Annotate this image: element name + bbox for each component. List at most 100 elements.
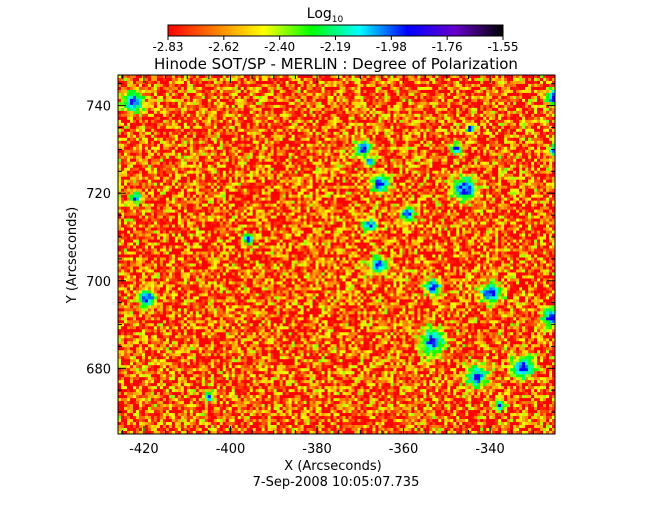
heatmap-cell bbox=[345, 75, 350, 79]
heatmap-cell bbox=[129, 146, 134, 151]
heatmap-cell bbox=[444, 107, 448, 112]
heatmap-cell bbox=[237, 83, 242, 88]
heatmap-cell bbox=[120, 101, 125, 106]
heatmap-cell bbox=[258, 116, 263, 121]
heatmap-cell bbox=[333, 137, 338, 142]
heatmap-cell bbox=[141, 86, 146, 91]
heatmap-cell bbox=[303, 134, 308, 139]
heatmap-cell bbox=[552, 95, 555, 100]
heatmap-cell bbox=[216, 77, 221, 82]
heatmap-cell bbox=[276, 128, 281, 133]
heatmap-cell bbox=[345, 125, 350, 130]
heatmap-cell bbox=[261, 143, 266, 148]
heatmap-cell bbox=[408, 146, 412, 151]
heatmap-cell bbox=[321, 98, 326, 103]
heatmap-cell bbox=[243, 116, 248, 121]
heatmap-cell bbox=[135, 89, 140, 94]
heatmap-cell bbox=[240, 89, 245, 94]
heatmap-cell bbox=[306, 89, 311, 94]
heatmap-cell bbox=[123, 86, 128, 91]
heatmap-cell bbox=[474, 95, 478, 100]
heatmap-cell bbox=[204, 86, 209, 91]
heatmap-cell bbox=[474, 137, 478, 142]
heatmap-cell bbox=[252, 122, 257, 127]
heatmap-cell bbox=[444, 122, 448, 127]
heatmap-cell bbox=[417, 89, 421, 94]
heatmap-cell bbox=[303, 143, 308, 148]
heatmap-cell bbox=[504, 143, 508, 148]
heatmap-cell bbox=[354, 134, 359, 139]
heatmap-cell bbox=[228, 107, 233, 112]
heatmap-cell bbox=[447, 107, 451, 112]
colorbar-tick-label: -1.76 bbox=[432, 40, 463, 54]
heatmap-cell bbox=[513, 75, 517, 79]
heatmap-cell bbox=[219, 95, 224, 100]
heatmap-cell bbox=[522, 152, 526, 157]
heatmap-cell bbox=[297, 101, 302, 106]
heatmap-cell bbox=[297, 116, 302, 121]
heatmap-cell bbox=[282, 122, 287, 127]
heatmap-cell bbox=[450, 146, 454, 151]
heatmap-cell bbox=[225, 140, 230, 145]
heatmap-cell bbox=[288, 104, 293, 109]
heatmap-cell bbox=[516, 86, 520, 91]
heatmap-cell bbox=[405, 107, 409, 112]
heatmap-cell bbox=[456, 77, 460, 82]
heatmap-cell bbox=[480, 104, 484, 109]
heatmap-cell bbox=[462, 113, 466, 118]
heatmap-cell bbox=[150, 107, 155, 112]
heatmap-cell bbox=[411, 104, 415, 109]
heatmap-cell bbox=[159, 77, 164, 82]
heatmap-cell bbox=[393, 107, 397, 112]
heatmap-cell bbox=[462, 146, 466, 151]
heatmap-cell bbox=[309, 104, 314, 109]
heatmap-cell bbox=[429, 104, 433, 109]
heatmap-cell bbox=[126, 134, 131, 139]
heatmap-cell bbox=[165, 152, 170, 157]
heatmap-cell bbox=[552, 146, 555, 151]
heatmap-cell bbox=[315, 134, 320, 139]
heatmap-cell bbox=[366, 104, 371, 109]
heatmap-cell bbox=[351, 146, 356, 151]
heatmap-cell bbox=[480, 137, 484, 142]
heatmap-cell bbox=[327, 86, 332, 91]
heatmap-cell bbox=[384, 92, 388, 97]
heatmap-cell bbox=[273, 80, 278, 85]
heatmap-cell bbox=[288, 140, 293, 145]
heatmap-cell bbox=[195, 134, 200, 139]
heatmap-cell bbox=[165, 131, 170, 136]
heatmap-cell bbox=[321, 140, 326, 145]
heatmap-cell bbox=[474, 107, 478, 112]
heatmap-cell bbox=[129, 98, 134, 103]
heatmap-cell bbox=[501, 77, 505, 82]
heatmap-cell bbox=[288, 98, 293, 103]
heatmap-cell bbox=[261, 152, 266, 157]
heatmap-cell bbox=[540, 92, 544, 97]
heatmap-cell bbox=[402, 98, 406, 103]
heatmap-cell bbox=[180, 134, 185, 139]
heatmap-cell bbox=[282, 149, 287, 154]
heatmap-cell bbox=[279, 80, 284, 85]
heatmap-cell bbox=[240, 113, 245, 118]
heatmap-cell bbox=[525, 122, 529, 127]
heatmap-cell bbox=[483, 113, 487, 118]
heatmap-cell bbox=[453, 95, 457, 100]
heatmap-cell bbox=[495, 77, 499, 82]
heatmap-cell bbox=[327, 152, 332, 157]
heatmap-cell bbox=[369, 110, 374, 115]
heatmap-cell bbox=[333, 77, 338, 82]
heatmap-cell bbox=[360, 128, 365, 133]
heatmap-cell bbox=[276, 83, 281, 88]
heatmap-cell bbox=[213, 95, 218, 100]
heatmap-cell bbox=[438, 149, 442, 154]
heatmap-cell bbox=[192, 89, 197, 94]
heatmap-cell bbox=[477, 101, 481, 106]
heatmap-cell bbox=[231, 75, 236, 79]
heatmap-cell bbox=[534, 83, 538, 88]
heatmap-cell bbox=[435, 140, 439, 145]
heatmap-cell bbox=[345, 110, 350, 115]
heatmap-cell bbox=[243, 137, 248, 142]
heatmap-cell bbox=[453, 77, 457, 82]
heatmap-cell bbox=[372, 140, 377, 145]
heatmap-cell bbox=[396, 113, 400, 118]
